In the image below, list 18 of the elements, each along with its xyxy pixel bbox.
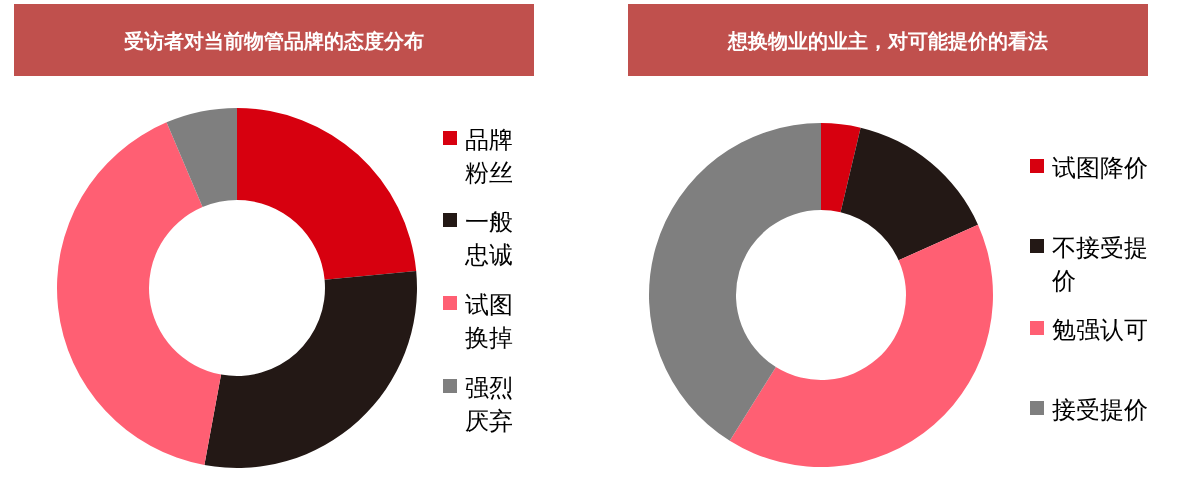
legend-label: 试图降价 [1052, 154, 1148, 182]
donut-slice [649, 123, 821, 441]
donut-slice [204, 271, 417, 468]
legend-label: 不接受提价 [1051, 234, 1148, 295]
legend-label: 接受提价 [1052, 396, 1148, 424]
donut-slice [821, 123, 861, 213]
chart-title: 受访者对当前物管品牌的态度分布 [124, 29, 424, 53]
legend-label: 强烈厌弃 [465, 374, 513, 435]
donut-slice [166, 108, 237, 208]
donut-slice [57, 122, 222, 466]
donut-slice [729, 224, 993, 467]
legend-label: 品牌粉丝 [465, 126, 513, 187]
legend-label: 试图换掉 [465, 291, 513, 352]
legend-label: 勉强认可 [1052, 316, 1148, 344]
donut-slice [237, 108, 417, 280]
chart-title: 想换物业的业主，对可能提价的看法 [727, 29, 1048, 53]
legend-label: 一般忠诚 [464, 208, 513, 269]
donut-slice [840, 127, 978, 261]
